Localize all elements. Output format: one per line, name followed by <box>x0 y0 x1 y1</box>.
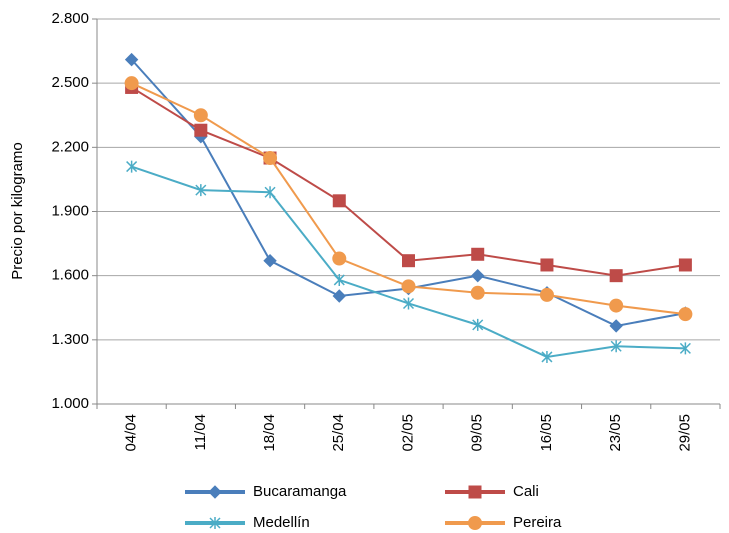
y-tick-label: 1.600 <box>51 267 89 284</box>
data-point <box>540 258 554 272</box>
data-point <box>471 247 485 261</box>
x-tick-label: 04/04 <box>123 414 140 452</box>
y-axis-label: Precio por kilogramo <box>9 142 26 280</box>
data-point <box>126 160 138 173</box>
data-point <box>124 52 139 67</box>
x-tick-label: 09/05 <box>469 414 486 452</box>
data-point <box>470 285 485 300</box>
y-tick-label: 1.300 <box>51 331 89 348</box>
data-point <box>124 76 139 91</box>
y-tick-label: 2.500 <box>51 74 89 91</box>
legend-marker <box>209 517 221 529</box>
data-point <box>332 251 347 266</box>
data-point <box>610 340 622 353</box>
x-tick-label: 16/05 <box>538 414 555 452</box>
data-point <box>678 258 692 272</box>
legend-label: Cali <box>513 483 539 500</box>
x-tick-label: 18/04 <box>261 414 278 452</box>
data-point <box>402 254 415 268</box>
data-point <box>679 342 691 355</box>
data-point <box>333 273 345 286</box>
data-point <box>332 194 346 208</box>
data-point <box>264 186 276 199</box>
data-point <box>609 319 623 333</box>
data-point <box>609 269 623 283</box>
data-point <box>472 318 484 331</box>
data-point <box>401 279 416 294</box>
data-point <box>194 123 208 137</box>
series-line <box>131 86 686 277</box>
legend-label: Medellín <box>253 514 310 531</box>
data-point <box>609 298 624 313</box>
x-tick-label: 23/05 <box>607 414 624 452</box>
data-point <box>471 268 485 283</box>
y-tick-label: 2.800 <box>51 10 89 27</box>
data-point <box>541 350 553 363</box>
y-tick-label: 1.900 <box>51 202 89 219</box>
y-tick-label: 1.000 <box>51 395 89 412</box>
legend-label: Pereira <box>513 514 562 531</box>
data-point <box>539 287 554 302</box>
data-point <box>195 184 207 197</box>
data-point <box>402 297 415 310</box>
x-tick-label: 29/05 <box>676 414 693 452</box>
data-point <box>332 289 346 303</box>
y-tick-label: 2.200 <box>51 138 89 155</box>
data-point <box>678 307 693 322</box>
data-point <box>193 108 208 123</box>
legend-label: Bucaramanga <box>253 483 347 500</box>
legend-marker <box>468 485 482 499</box>
x-tick-label: 02/05 <box>399 414 416 452</box>
x-tick-label: 25/04 <box>330 414 347 452</box>
data-point <box>263 151 278 166</box>
x-tick-label: 11/04 <box>192 414 209 450</box>
legend-marker <box>468 516 482 530</box>
data-point <box>263 253 277 268</box>
legend-marker <box>208 485 222 499</box>
